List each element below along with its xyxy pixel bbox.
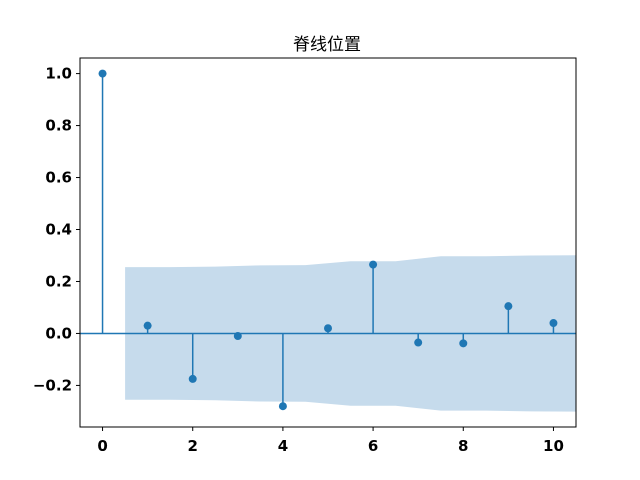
stem-marker-lag-9 bbox=[504, 302, 513, 311]
y-tick-label: 0.2 bbox=[45, 272, 72, 290]
x-tick-label: 10 bbox=[543, 437, 564, 455]
x-tick-label: 6 bbox=[368, 437, 378, 455]
x-tick-label: 0 bbox=[97, 437, 107, 455]
stem-layer bbox=[80, 69, 576, 411]
x-tick-label: 2 bbox=[188, 437, 198, 455]
stem-marker-lag-7 bbox=[414, 338, 423, 347]
y-tick-label: 0.6 bbox=[45, 169, 72, 187]
y-tick-label: 0.4 bbox=[45, 221, 72, 239]
stem-marker-lag-1 bbox=[143, 321, 152, 330]
stem-marker-lag-10 bbox=[549, 319, 558, 328]
stem-marker-lag-2 bbox=[188, 374, 197, 383]
plot-frame bbox=[79, 57, 577, 428]
stem-marker-lag-4 bbox=[278, 402, 287, 411]
axes: 0 2 4 6 8 10 1.0 0.8 0.6 0.4 0.2 0.0 −0.2 bbox=[33, 57, 577, 455]
y-tick-label: 1.0 bbox=[45, 65, 72, 83]
chart-title: 脊线位置 bbox=[293, 35, 361, 55]
y-tick-label: −0.2 bbox=[33, 376, 72, 394]
stem-marker-lag-6 bbox=[369, 260, 378, 269]
x-tick-label: 4 bbox=[278, 437, 288, 455]
y-tick-label: 0.0 bbox=[45, 324, 72, 342]
y-tick-label: 0.8 bbox=[45, 117, 72, 135]
x-tick-label: 8 bbox=[458, 437, 468, 455]
stem-marker-lag-8 bbox=[459, 339, 468, 348]
stem-marker-lag-5 bbox=[324, 324, 332, 333]
stem-marker-lag-0 bbox=[98, 69, 107, 78]
